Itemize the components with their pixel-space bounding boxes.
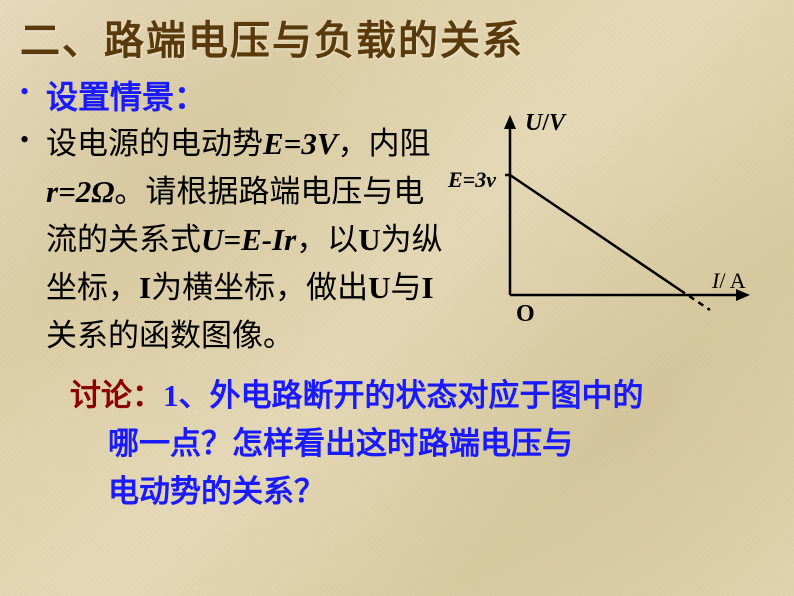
discuss-line3: 电动势的关系？	[108, 468, 774, 516]
question-number: 1	[163, 378, 179, 413]
text-part: ，以	[296, 222, 358, 257]
discuss-label: 讨论：	[70, 378, 163, 413]
equation: U=E-Ir	[201, 222, 296, 257]
text-part: 设电源的电动势	[46, 126, 263, 161]
var-u: U	[358, 222, 380, 257]
chart-svg: U/V I/ A E=3v O	[430, 105, 770, 345]
emf-value: E=3V	[263, 126, 338, 161]
discussion-block: 讨论：1、外电路断开的状态对应于图中的	[70, 372, 774, 420]
bullet-icon: •	[20, 120, 38, 160]
discuss-line1: 、外电路断开的状态对应于图中的	[179, 378, 644, 413]
var-u: U	[368, 270, 390, 305]
slide-title: 二、路端电压与负载的关系	[20, 8, 774, 66]
bullet-icon: •	[20, 72, 38, 112]
svg-text:O: O	[516, 301, 535, 327]
svg-text:I/ A: I/ A	[711, 268, 746, 293]
var-i: I	[139, 270, 151, 305]
text-part: 与	[390, 270, 421, 305]
scene-label: 设置情景：	[46, 72, 206, 118]
discuss-line2: 哪一点？怎样看出这时路端电压与	[108, 420, 774, 468]
text-part: 内阻	[369, 126, 431, 161]
resistance-value: r=2Ω	[46, 174, 114, 209]
text-part: 为横坐标，做出	[151, 270, 368, 305]
text-part: ，	[338, 126, 369, 161]
discuss-text: 1、外电路断开的状态对应于图中的	[163, 378, 644, 413]
svg-text:U/V: U/V	[525, 110, 567, 136]
svg-text:E=3v: E=3v	[447, 167, 496, 192]
text-part: 关系的函数图像。	[46, 318, 294, 353]
problem-text: 设电源的电动势E=3V，内阻r=2Ω。请根据路端电压与电流的关系式U=E-Ir，…	[46, 120, 446, 360]
ui-chart: U/V I/ A E=3v O	[430, 105, 780, 365]
